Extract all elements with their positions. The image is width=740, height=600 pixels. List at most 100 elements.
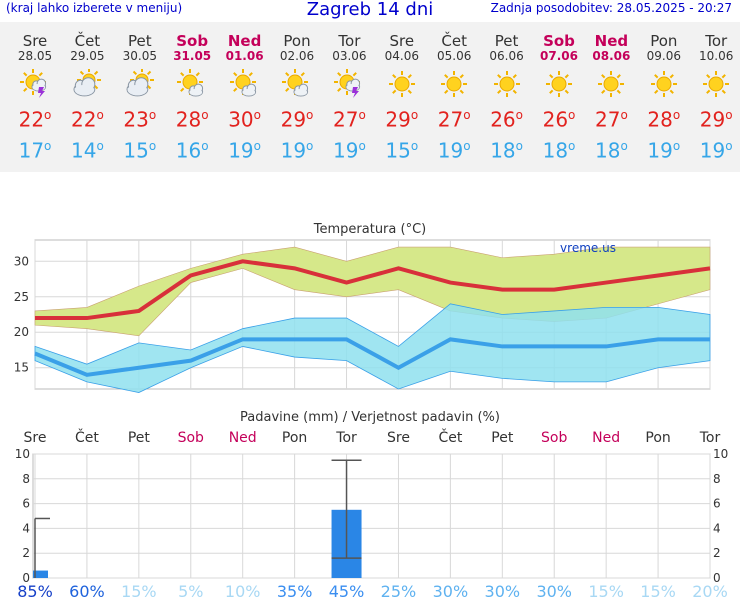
precip-probability: 15% bbox=[640, 582, 676, 600]
y-tick-label: 0 bbox=[22, 571, 30, 585]
y-tick-label: 6 bbox=[22, 497, 30, 511]
day-date: 08.06 bbox=[592, 49, 631, 63]
precip-probability: 30% bbox=[485, 582, 521, 600]
page-title: Zagreb 14 dni bbox=[306, 0, 434, 20]
min-temp: 14o bbox=[70, 138, 104, 163]
min-temp: 19o bbox=[280, 138, 314, 163]
min-temp: 17o bbox=[18, 138, 52, 163]
last-update: Zadnja posodobitev: 28.05.2025 - 20:27 bbox=[490, 1, 732, 15]
partly-cloudy-icon bbox=[126, 69, 154, 97]
x-category-label: Pon bbox=[645, 430, 670, 446]
day-date: 30.05 bbox=[122, 49, 157, 63]
max-temp: 22o bbox=[70, 107, 104, 132]
min-temp-range bbox=[34, 303, 711, 393]
precip-probability: 60% bbox=[69, 582, 105, 600]
x-category-label: Sre bbox=[24, 430, 47, 446]
y-tick-label-right: 10 bbox=[713, 447, 728, 461]
day-date: 28.05 bbox=[17, 49, 53, 63]
max-temp: 30o bbox=[228, 107, 261, 132]
day-name: Tor bbox=[338, 32, 361, 50]
day-column: Ned 08.06 27o 18o bbox=[585, 22, 637, 164]
partly-cloudy-icon bbox=[73, 69, 102, 97]
y-tick-label: 10 bbox=[15, 447, 30, 461]
chart-title: Temperatura (°C) bbox=[313, 222, 426, 237]
day-date: 06.06 bbox=[489, 49, 524, 63]
forecast-strip: Sre 28.05 22o 17o Čet 29.05 22o 14o Pet 30.05 23o 1… bbox=[0, 22, 740, 172]
day-name: Ned bbox=[227, 32, 262, 50]
min-temp: 19o bbox=[228, 138, 261, 163]
day-column: Sre 04.06 29o 15o bbox=[376, 22, 428, 164]
temperature-chart: Temperatura (°C) 15 20 25 30 vreme.us bbox=[14, 222, 711, 393]
x-category-label: Pet bbox=[491, 430, 514, 446]
y-tick-label: 4 bbox=[22, 521, 30, 535]
max-temp: 23o bbox=[123, 107, 157, 132]
day-date: 01.06 bbox=[225, 49, 264, 63]
x-category-label: Pet bbox=[128, 430, 151, 446]
precip-bar bbox=[33, 570, 48, 578]
max-temp: 29o bbox=[280, 107, 314, 132]
sun-cloud-icon bbox=[282, 69, 309, 97]
day-column: Pet 06.06 26o 18o bbox=[481, 22, 533, 164]
day-column: Čet 29.05 22o 14o bbox=[61, 22, 113, 164]
x-category-label: Ned bbox=[229, 430, 257, 446]
day-name: Sre bbox=[389, 32, 415, 50]
day-name: Tor bbox=[705, 32, 728, 50]
sun-icon bbox=[650, 71, 677, 97]
day-column: Pon 02.06 29o 19o bbox=[271, 22, 323, 164]
precipitation-chart: Padavine (mm) / Verjetnost padavin (%) Sr… bbox=[15, 410, 729, 600]
max-temp: 26o bbox=[542, 107, 576, 132]
min-temp: 16o bbox=[175, 138, 209, 163]
y-tick-label: 30 bbox=[14, 254, 29, 268]
header-bar: (kraj lahko izberete v meniju) Zagreb 14… bbox=[0, 0, 740, 22]
day-name: Čet bbox=[441, 32, 467, 50]
sun-icon bbox=[546, 71, 572, 97]
day-name: Pet bbox=[127, 32, 152, 50]
x-category-label: Sre bbox=[387, 430, 410, 446]
y-tick-label-right: 0 bbox=[713, 571, 721, 585]
day-date: 03.06 bbox=[332, 49, 367, 63]
min-temp: 19o bbox=[332, 138, 366, 163]
day-name: Pet bbox=[494, 32, 519, 50]
location-hint: (kraj lahko izberete v meniju) bbox=[6, 1, 183, 15]
day-name: Sob bbox=[176, 32, 209, 50]
day-date: 10.06 bbox=[699, 49, 734, 63]
watermark: vreme.us bbox=[560, 241, 616, 255]
day-date: 04.06 bbox=[384, 49, 419, 63]
y-tick-label: 2 bbox=[22, 546, 30, 560]
y-tick-label: 15 bbox=[14, 361, 29, 375]
precip-probability: 30% bbox=[536, 582, 572, 600]
day-name: Sre bbox=[22, 32, 48, 50]
day-name: Ned bbox=[594, 32, 629, 50]
chart-title: Padavine (mm) / Verjetnost padavin (%) bbox=[240, 410, 500, 425]
day-date: 02.06 bbox=[279, 49, 315, 63]
precip-probability: 15% bbox=[588, 582, 624, 600]
plot-area bbox=[32, 453, 711, 579]
max-temp: 28o bbox=[647, 107, 681, 132]
max-temp: 28o bbox=[175, 107, 209, 132]
precip-probability: 45% bbox=[329, 582, 365, 600]
x-category-label: Tor bbox=[699, 430, 721, 446]
day-name: Sob bbox=[543, 32, 575, 50]
day-date: 31.05 bbox=[173, 49, 212, 63]
max-temp: 27o bbox=[594, 107, 628, 132]
sun-cloud-icon bbox=[229, 69, 256, 97]
max-temp: 29o bbox=[385, 107, 419, 132]
day-column: Pon 09.06 28o 19o bbox=[638, 22, 690, 164]
min-temp: 15o bbox=[123, 138, 157, 163]
x-category-label: Sob bbox=[178, 430, 204, 446]
precip-probability: 10% bbox=[225, 582, 261, 600]
day-column: Tor 10.06 29o 19o bbox=[690, 22, 740, 164]
y-tick-label-right: 8 bbox=[713, 472, 721, 486]
x-category-label: Sob bbox=[541, 430, 567, 446]
max-temp-line bbox=[35, 259, 711, 321]
y-tick-label-right: 6 bbox=[713, 497, 721, 511]
sun-icon bbox=[388, 71, 415, 97]
sun-icon bbox=[493, 71, 520, 97]
day-column: Sre 28.05 22o 17o bbox=[9, 22, 61, 164]
partly-sunny-thunderstorm-icon bbox=[20, 69, 47, 98]
precip-probability: 5% bbox=[178, 582, 203, 600]
x-category-label: Ned bbox=[592, 430, 620, 446]
x-category-label: Pon bbox=[282, 430, 307, 446]
day-date: 29.05 bbox=[70, 49, 105, 63]
sun-cloud-icon bbox=[177, 69, 204, 97]
